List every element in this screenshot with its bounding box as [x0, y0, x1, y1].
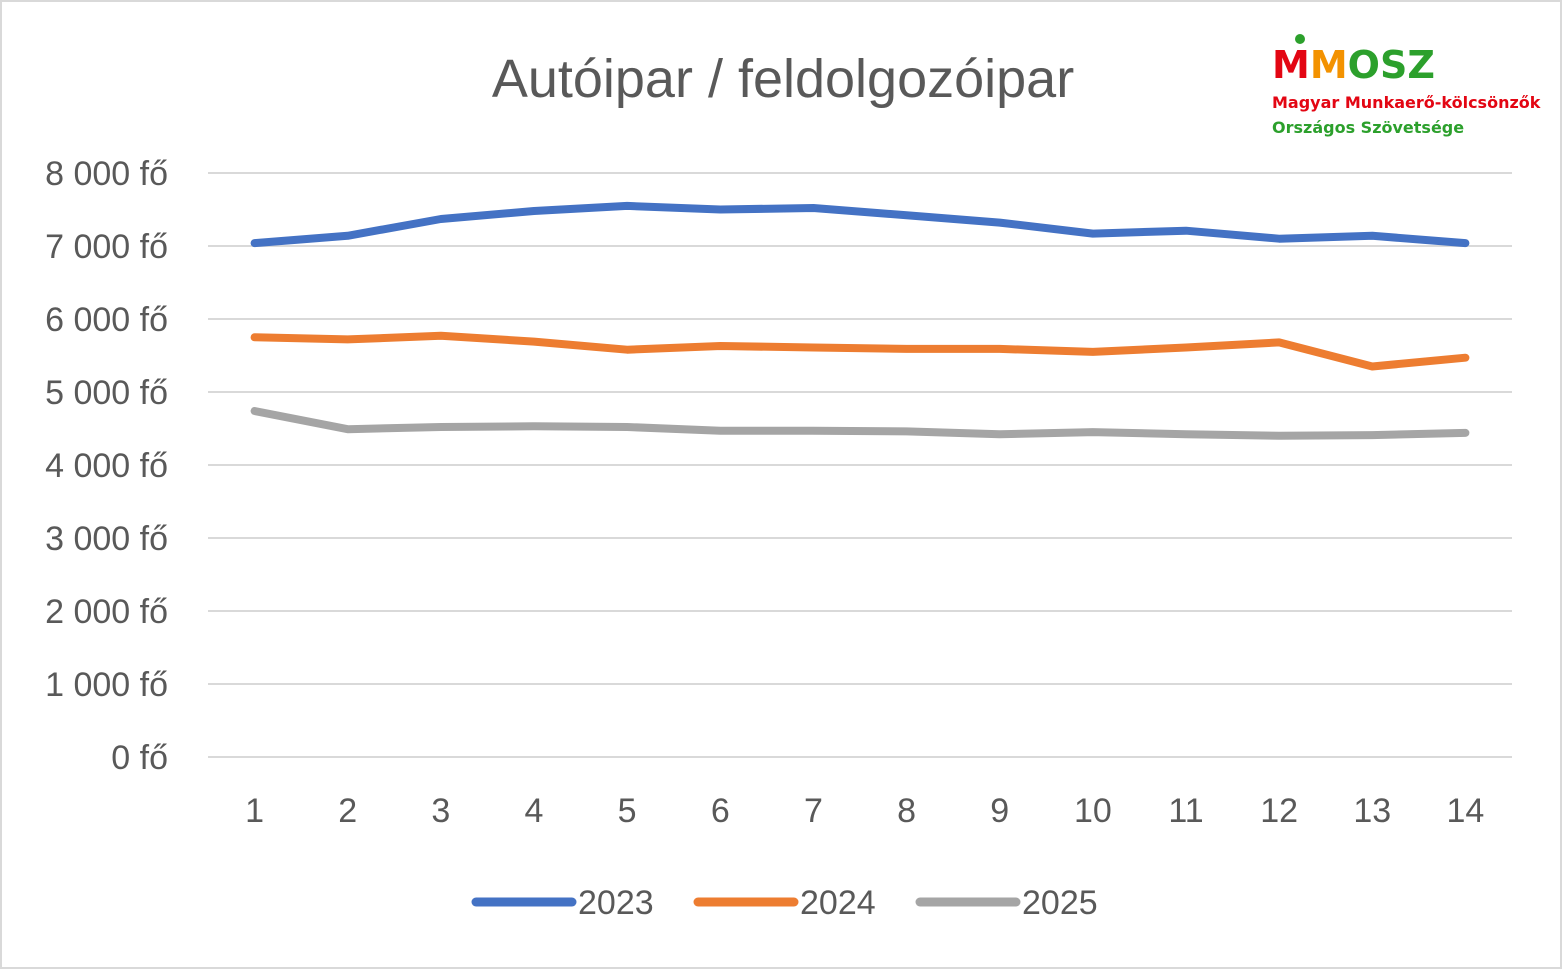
legend-item-2025: 2025 [915, 884, 1098, 922]
x-tick-label: 13 [1353, 792, 1391, 830]
x-tick-label: 6 [711, 792, 730, 830]
y-tick-label: 6 000 fő [45, 301, 168, 339]
legend-label: 2024 [800, 884, 876, 922]
chart-title: Autóipar / feldolgozóipar [492, 49, 1074, 109]
logo-mark-letter: S [1380, 43, 1407, 87]
x-tick-label: 8 [897, 792, 916, 830]
logo-mark-letter: M [1272, 43, 1310, 87]
series-line-2025 [250, 407, 1470, 440]
y-axis-ticks: 0 fő 1 000 fő 2 000 fő 3 000 fő 4 000 fő 5 00… [45, 155, 168, 777]
x-axis-ticks: 1 2 3 4 5 6 7 8 9 10 11 12 13 14 [245, 792, 1484, 830]
mmosz-logo: MMOSZ Magyar Munkaerő-kölcsönzők Országo… [1272, 34, 1541, 137]
x-tick-label: 11 [1168, 792, 1203, 830]
legend-item-2024: 2024 [693, 884, 876, 922]
x-tick-label: 12 [1260, 792, 1298, 830]
logo-mark-text: MMOSZ [1272, 43, 1435, 87]
legend-label: 2025 [1022, 884, 1098, 922]
y-tick-label: 0 fő [111, 739, 168, 777]
y-tick-label: 5 000 fő [45, 374, 168, 412]
logo-dot [1295, 34, 1305, 44]
y-tick-label: 4 000 fő [45, 447, 168, 485]
logo-mark-letter: Z [1407, 43, 1435, 87]
logo-line2: Országos Szövetsége [1272, 118, 1464, 137]
logo-mark: MMOSZ [1272, 43, 1435, 87]
series-lines [250, 201, 1470, 440]
x-tick-label: 1 [245, 792, 264, 830]
x-tick-label: 9 [990, 792, 1009, 830]
x-tick-label: 2 [338, 792, 357, 830]
series-line-2024 [250, 331, 1470, 371]
x-tick-label: 5 [618, 792, 637, 830]
logo-line1: Magyar Munkaerő-kölcsönzők [1272, 93, 1541, 112]
x-tick-label: 4 [525, 792, 544, 830]
series-line-2023 [250, 201, 1470, 248]
logo-mark-letter: M [1310, 43, 1348, 87]
legend-item-2023: 2023 [471, 884, 654, 922]
legend-label: 2023 [578, 884, 654, 922]
gridlines [208, 172, 1512, 758]
x-tick-label: 10 [1074, 792, 1112, 830]
x-tick-label: 3 [431, 792, 450, 830]
y-tick-label: 3 000 fő [45, 520, 168, 558]
y-tick-label: 2 000 fő [45, 593, 168, 631]
legend: 2023 2024 2025 [471, 884, 1098, 922]
x-tick-label: 7 [804, 792, 823, 830]
x-tick-label: 14 [1447, 792, 1485, 830]
logo-mark-letter: O [1348, 43, 1380, 87]
y-tick-label: 7 000 fő [45, 228, 168, 266]
y-tick-label: 8 000 fő [45, 155, 168, 193]
y-tick-label: 1 000 fő [45, 666, 168, 704]
